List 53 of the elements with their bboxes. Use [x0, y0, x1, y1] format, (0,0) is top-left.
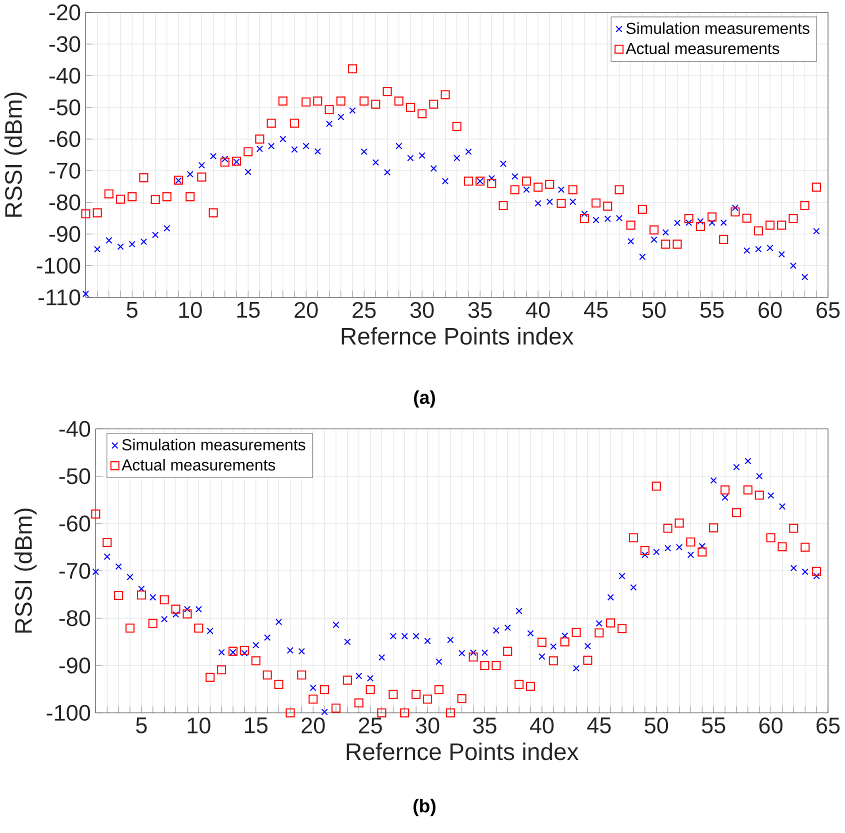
x-axis-title: Refernce Points index: [346, 742, 579, 760]
y-tick-label: -40: [49, 68, 80, 84]
x-tick-label: 50: [642, 302, 666, 318]
x-tick-label: 15: [245, 717, 268, 734]
y-tick-label: -90: [59, 657, 90, 674]
x-axis-title: Refernce Points index: [342, 326, 574, 345]
y-tick-label: -90: [49, 226, 80, 242]
x-tick-label: 20: [294, 302, 318, 318]
y-tick-label: -70: [49, 162, 80, 179]
x-tick-label: 55: [700, 302, 724, 318]
y-tick-label: -50: [49, 99, 80, 116]
x-tick-label: 10: [179, 302, 202, 318]
x-tick-label: 40: [526, 302, 550, 318]
legend-label: Simulation measurements: [122, 438, 306, 450]
y-tick-label: -80: [59, 610, 90, 626]
y-tick-label: -60: [49, 130, 80, 147]
legend-label: Actual measurements: [122, 458, 276, 470]
x-tick-label: 25: [352, 302, 376, 318]
y-tick-label: -30: [49, 36, 80, 52]
x-tick-label: 5: [126, 302, 138, 318]
x-tick-label: 35: [468, 302, 492, 318]
x-tick-label: 5: [136, 717, 147, 734]
x-tick-label: 45: [584, 302, 608, 318]
y-tick-label: -20: [49, 4, 80, 20]
text: (a): [414, 390, 435, 408]
x-tick-label: 60: [759, 717, 782, 734]
y-axis-title: RSSI (dBm): [4, 92, 27, 216]
y-tick-label: -80: [49, 194, 80, 210]
x-tick-label: 65: [816, 302, 840, 318]
x-tick-label: 35: [473, 717, 496, 734]
y-tick-label: -70: [59, 562, 90, 579]
y-tick-label: -100: [36, 258, 80, 274]
x-tick-label: 60: [758, 302, 782, 318]
x-tick-label: 45: [587, 717, 611, 734]
x-tick-label: 25: [358, 717, 382, 734]
legend-label: Actual measurements: [626, 42, 780, 54]
legend-label: Simulation measurements: [626, 22, 810, 34]
x-tick-label: 30: [416, 717, 440, 734]
y-tick-label: -100: [46, 704, 90, 721]
y-tick-label: -60: [59, 515, 90, 532]
x-tick-label: 55: [702, 717, 726, 734]
x-tick-label: 50: [644, 717, 668, 734]
x-tick-label: 10: [188, 717, 210, 734]
y-tick-label: -50: [59, 468, 90, 484]
x-tick-label: 65: [816, 717, 840, 734]
y-tick-label: -110: [38, 289, 80, 306]
x-tick-label: 15: [237, 302, 260, 318]
text: (b): [414, 798, 436, 816]
x-tick-label: 30: [410, 302, 434, 318]
y-axis-title: RSSI (dBm): [14, 508, 37, 632]
x-tick-label: 20: [302, 717, 325, 734]
x-tick-label: 40: [530, 717, 554, 734]
y-tick-label: -40: [59, 420, 90, 437]
